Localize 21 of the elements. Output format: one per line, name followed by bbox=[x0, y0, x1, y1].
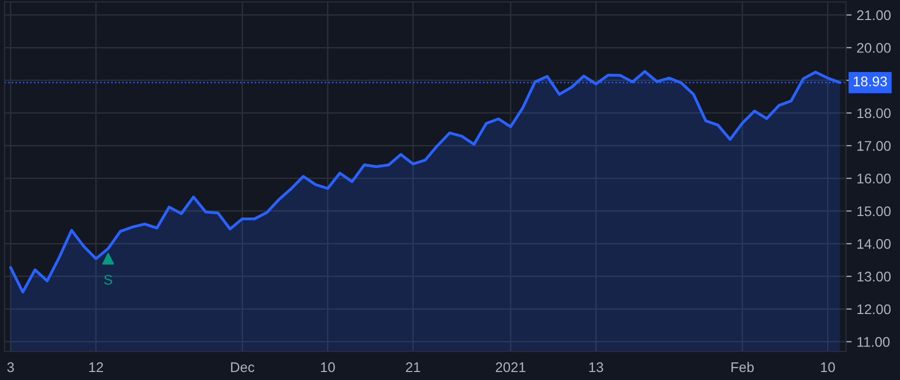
y-tick-label: 14.00 bbox=[857, 239, 891, 249]
x-tick-label: 10 bbox=[321, 362, 335, 372]
x-tick-label: 3 bbox=[7, 362, 14, 372]
x-tick-label: 12 bbox=[89, 362, 103, 372]
x-tick-label: Dec bbox=[231, 362, 254, 372]
x-tick-label: 2021 bbox=[496, 362, 526, 372]
y-tick-label: 20.00 bbox=[857, 42, 891, 53]
annotation: S bbox=[104, 274, 112, 285]
x-tick-label: 21 bbox=[406, 362, 420, 372]
x-tick-label: Feb bbox=[732, 362, 754, 372]
y-tick-label: 11.00 bbox=[857, 337, 890, 347]
ref-line-label: 18.93 bbox=[854, 76, 887, 86]
x-tick-label: 10 bbox=[821, 362, 835, 372]
x-tick-label: 13 bbox=[589, 362, 604, 372]
y-tick-label: 15.00 bbox=[857, 206, 891, 216]
y-tick-label: 21.00 bbox=[857, 10, 891, 20]
y-tick-label: 13.00 bbox=[857, 272, 891, 282]
y-tick-label: 18.00 bbox=[857, 108, 891, 118]
y-tick-label: 12.00 bbox=[857, 304, 891, 314]
y-tick-label: 17.00 bbox=[857, 140, 891, 151]
y-tick-label: 16.00 bbox=[857, 174, 891, 184]
